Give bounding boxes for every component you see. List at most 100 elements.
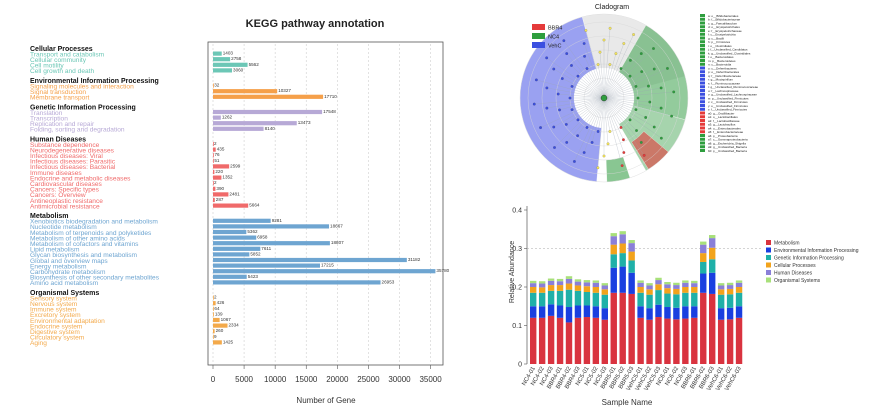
kegg-value-label: 2599 bbox=[230, 163, 241, 168]
abundance-bar-segment bbox=[601, 294, 608, 309]
abundance-bar-segment bbox=[538, 287, 546, 293]
kegg-value-label: 18807 bbox=[331, 240, 344, 245]
kegg-group-header: Cellular Processes bbox=[30, 46, 93, 53]
clado-taxa-swatch bbox=[700, 126, 705, 130]
kegg-category-label: Translation bbox=[30, 110, 63, 117]
clado-node bbox=[652, 47, 655, 50]
clado-node bbox=[622, 138, 625, 142]
kegg-value-label: 76 bbox=[214, 152, 220, 157]
clado-taxa-swatch bbox=[700, 149, 705, 152]
kegg-bar bbox=[213, 147, 216, 152]
abundance-bar-segment bbox=[717, 294, 725, 309]
kegg-category-label: Membrane transport bbox=[30, 95, 90, 102]
clado-node bbox=[632, 33, 635, 36]
kegg-value-label: 17548 bbox=[323, 109, 336, 114]
abundance-bar-segment bbox=[646, 319, 653, 364]
abundance-bar-segment bbox=[556, 278, 564, 282]
kegg-bar bbox=[213, 109, 323, 115]
kegg-category-label: Endocrine system bbox=[30, 323, 83, 330]
kegg-category-label: Infectious diseases: Bacterial bbox=[30, 164, 116, 171]
clado-taxa-label: f: c__Erysipelotrichia bbox=[708, 33, 736, 37]
kegg-bar bbox=[213, 89, 278, 94]
abundance-bar-segment bbox=[735, 317, 743, 364]
kegg-value-label: 13473 bbox=[298, 120, 311, 125]
kegg-category-label: Nervous system bbox=[30, 301, 78, 308]
kegg-value-label: 17215 bbox=[321, 263, 334, 268]
kegg-bar bbox=[213, 175, 222, 180]
abundance-bar-segment bbox=[682, 280, 689, 283]
clado-taxa-label: p: o__Deferribacterales bbox=[708, 70, 740, 74]
kegg-category-label: Infectious diseases: Parasitic bbox=[30, 159, 116, 166]
clado-node bbox=[608, 26, 612, 30]
kegg-bar bbox=[213, 203, 249, 208]
clado-taxa-swatch bbox=[700, 21, 705, 25]
kegg-category-label: Cardiovascular diseases bbox=[30, 181, 103, 188]
abundance-bar-segment bbox=[726, 282, 734, 286]
clado-branch bbox=[603, 34, 634, 99]
kegg-bar bbox=[213, 317, 220, 323]
clado-taxa-label: g: c__Bacilli bbox=[708, 36, 724, 40]
abundance-bar-segment bbox=[682, 318, 689, 364]
abundance-bar-segment bbox=[646, 294, 653, 309]
abundance-bar-segment bbox=[565, 289, 573, 308]
kegg-group-header: Human Diseases bbox=[30, 136, 86, 143]
kegg-bar bbox=[213, 252, 250, 257]
clado-taxa-label: a2: f__Lactobacillaceae bbox=[708, 119, 740, 123]
abundance-bar-segment bbox=[574, 285, 582, 291]
clado-taxa-swatch bbox=[700, 134, 705, 137]
clado-branch bbox=[591, 97, 605, 143]
abundance-bar-segment bbox=[619, 292, 626, 364]
abundance-bar-segment bbox=[583, 280, 591, 283]
abundance-bar-segment bbox=[583, 282, 591, 287]
clado-branch bbox=[603, 43, 624, 99]
clado-node bbox=[539, 126, 542, 129]
kegg-category-label: Xenobiotics biodegradation and metabolis… bbox=[30, 219, 158, 226]
clado-taxa-label: a4: o__Enterobacterales bbox=[708, 126, 741, 130]
clado-taxa-swatch bbox=[700, 66, 705, 70]
kegg-category-label: Immune system bbox=[30, 307, 77, 314]
clado-branch bbox=[540, 97, 605, 128]
clado-branch bbox=[603, 97, 655, 128]
clado-branch bbox=[603, 85, 649, 99]
clado-node bbox=[585, 126, 589, 129]
kegg-chart: KEGG pathway annotation Cellular Process… bbox=[30, 18, 450, 405]
kegg-bar bbox=[213, 126, 264, 131]
abundance-bar-segment bbox=[637, 306, 644, 318]
kegg-bar bbox=[213, 274, 247, 279]
clado-branch bbox=[603, 97, 662, 109]
kegg-value-label: 2334 bbox=[229, 323, 240, 328]
clado-taxa-swatch bbox=[700, 107, 705, 111]
clado-taxa-label: n: c__Bacteroidia bbox=[708, 63, 732, 67]
abundance-bar-segment bbox=[601, 319, 608, 364]
clado-branch bbox=[603, 97, 645, 156]
clado-guide-ring bbox=[527, 21, 681, 175]
kegg-value-label: 1262 bbox=[222, 115, 233, 120]
clado-taxa-swatch bbox=[700, 55, 705, 59]
abundance-bar-segment bbox=[610, 236, 617, 245]
abundance-bar-segment bbox=[664, 288, 671, 294]
abundance-bar-segment bbox=[556, 285, 564, 291]
clado-branch bbox=[603, 97, 631, 120]
abundance-bar-segment bbox=[619, 266, 626, 293]
abundance-bar-segment bbox=[628, 260, 635, 273]
abundance-bar-segment bbox=[574, 290, 582, 306]
clado-taxa-label: a0: g__Oscillibacter bbox=[708, 111, 734, 115]
clado-legend-swatch bbox=[532, 24, 545, 30]
clado-node bbox=[670, 114, 673, 118]
clado-node bbox=[568, 96, 572, 100]
clado-taxa-swatch bbox=[700, 47, 705, 51]
abundance-bar-segment bbox=[673, 288, 680, 295]
kegg-value-label: 31182 bbox=[408, 257, 421, 262]
clado-branch bbox=[603, 97, 672, 117]
clado-branch bbox=[603, 97, 662, 139]
abundance-bar-segment bbox=[610, 292, 617, 364]
clado-node bbox=[598, 50, 602, 54]
kegg-x-tick-label: 30000 bbox=[388, 375, 411, 384]
kegg-value-label: 2758 bbox=[231, 56, 242, 61]
clado-branch bbox=[584, 43, 605, 99]
kegg-category-label: Environmental adaptation bbox=[30, 318, 105, 325]
kegg-value-label: 5664 bbox=[249, 203, 260, 208]
clado-node bbox=[576, 134, 579, 138]
kegg-category-label: Infectious diseases: Viral bbox=[30, 153, 103, 160]
